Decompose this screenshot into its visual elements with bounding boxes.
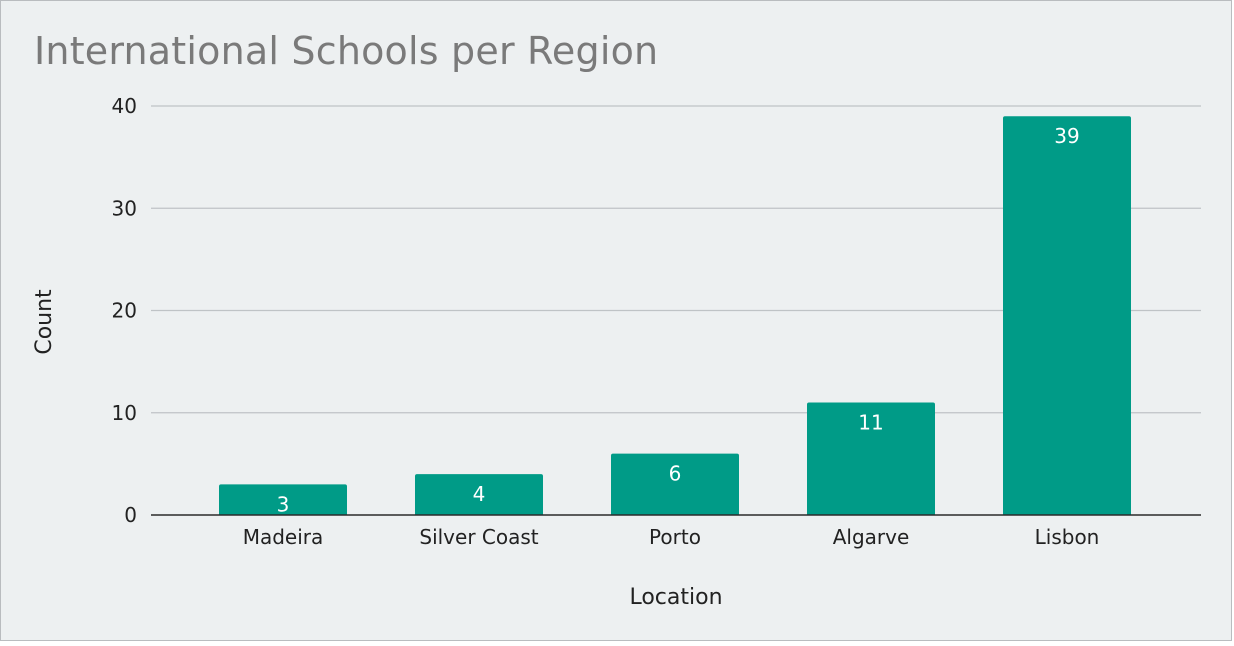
x-tick-label: Silver Coast <box>419 525 538 549</box>
y-tick-label: 40 <box>112 94 137 118</box>
data-label: 39 <box>1054 124 1079 148</box>
x-tick-label: Algarve <box>833 525 910 549</box>
bar <box>807 402 935 515</box>
axes: 0 10 20 30 40 Madeira Silver Coast Porto Algarve… <box>112 94 1201 549</box>
bars <box>219 116 1131 515</box>
y-tick-label: 20 <box>112 299 137 323</box>
data-label: 11 <box>858 411 883 435</box>
y-tick-label: 30 <box>112 196 137 220</box>
data-label: 3 <box>277 492 290 516</box>
x-tick-label: Madeira <box>243 525 324 549</box>
bar <box>219 484 347 515</box>
bar <box>415 474 543 515</box>
y-axis-title: Count <box>32 289 57 355</box>
x-axis-title: Location <box>629 585 722 610</box>
bar <box>611 453 739 515</box>
x-tick-label: Lisbon <box>1035 525 1100 549</box>
chart-title: International Schools per Region <box>34 29 659 73</box>
y-tick-label: 0 <box>124 503 137 527</box>
y-tick-label: 10 <box>112 401 137 425</box>
x-tick-label: Porto <box>649 525 701 549</box>
data-label: 6 <box>669 462 682 486</box>
bar <box>1003 116 1131 515</box>
data-label: 4 <box>473 482 486 506</box>
data-labels: 3 4 6 11 39 <box>277 124 1080 516</box>
